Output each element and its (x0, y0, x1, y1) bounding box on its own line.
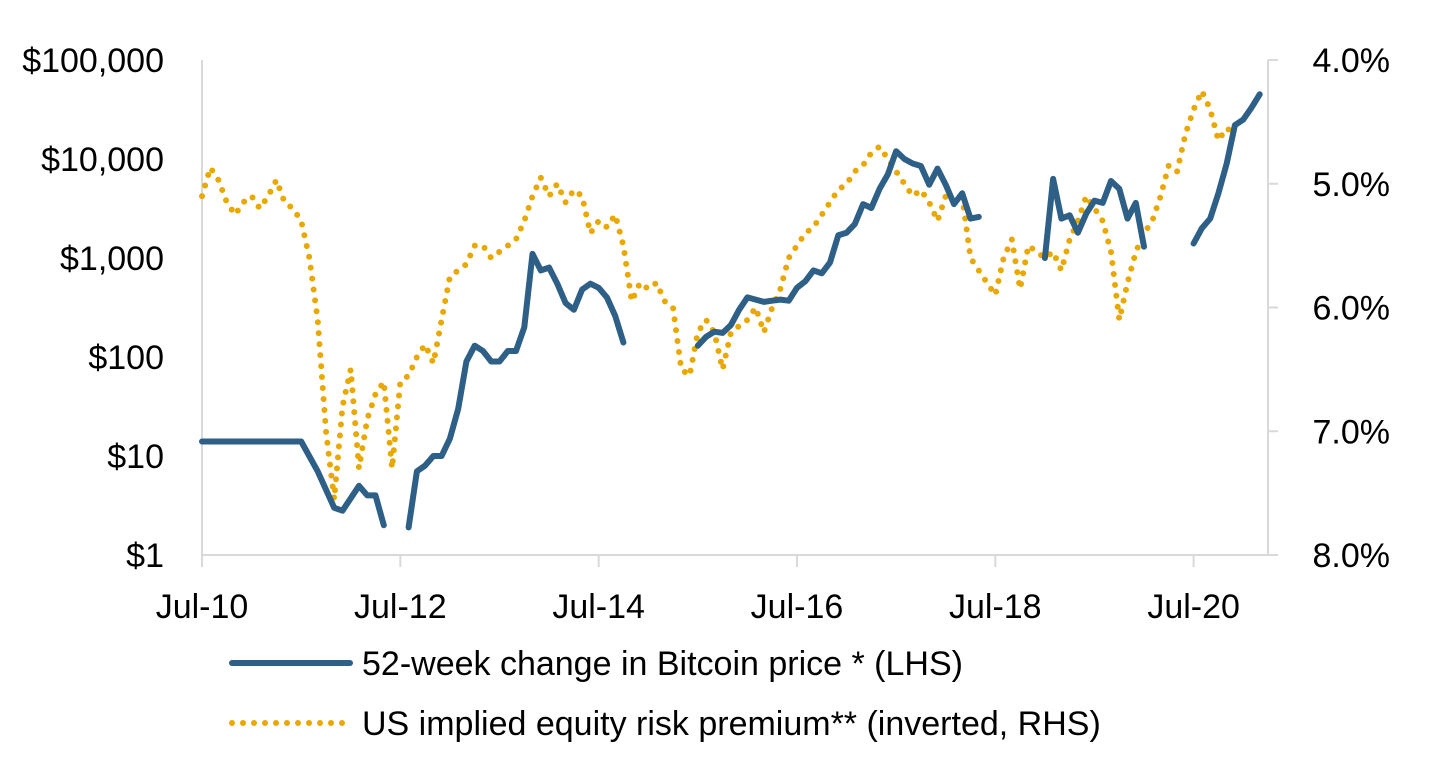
x-tick-label: Jul-20 (1147, 588, 1240, 626)
erp-series-line (199, 87, 1238, 503)
right-y-tick-label: 8.0% (1313, 537, 1391, 575)
left-y-tick-label: $100,000 (22, 42, 164, 80)
bitcoin-series-line (199, 438, 387, 529)
bitcoin-series-line (1041, 175, 1147, 261)
right-y-tick-label: 4.0% (1313, 42, 1391, 80)
right-y-tick-label: 7.0% (1313, 413, 1391, 451)
x-tick-label: Jul-12 (354, 588, 447, 626)
right-y-tick-label: 5.0% (1313, 166, 1391, 204)
left-y-tick-label: $100 (88, 339, 164, 377)
bitcoin-series-line (1190, 91, 1263, 247)
left-y-tick-label: $1,000 (60, 240, 164, 278)
legend-label-bitcoin: 52-week change in Bitcoin price * (LHS) (362, 645, 963, 683)
bitcoin-series-line (405, 250, 627, 531)
right-y-tick-label: 6.0% (1313, 290, 1391, 328)
x-tick-label: Jul-16 (751, 588, 844, 626)
x-tick-label: Jul-18 (949, 588, 1042, 626)
x-tick-label: Jul-14 (552, 588, 645, 626)
x-tick-label: Jul-10 (156, 588, 249, 626)
left-y-tick-label: $10 (107, 438, 164, 476)
legend-label-erp: US implied equity risk premium** (invert… (362, 705, 1101, 743)
left-y-tick-label: $10,000 (41, 141, 164, 179)
left-y-tick-label: $1 (126, 537, 164, 575)
bitcoin-series-line (694, 148, 982, 349)
